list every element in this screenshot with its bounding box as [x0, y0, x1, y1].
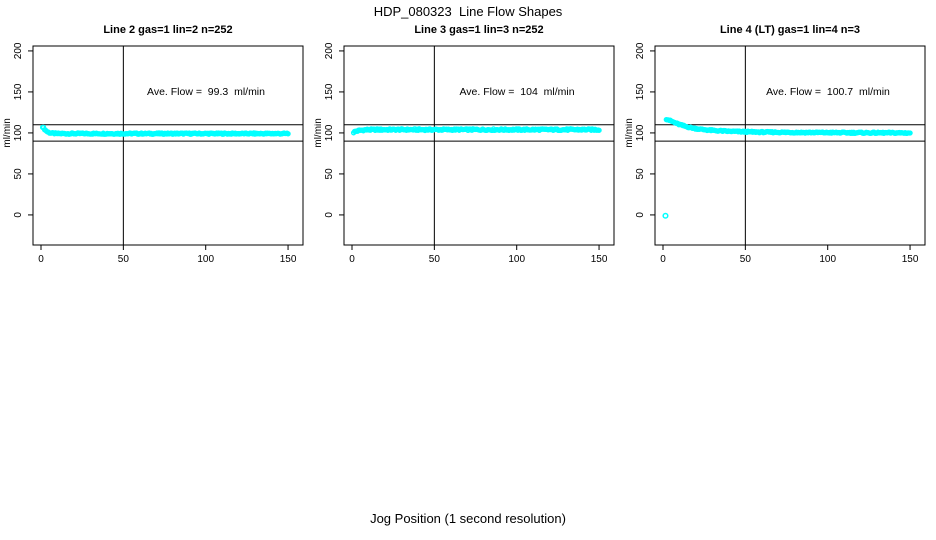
panel-line2-title: Line 2 gas=1 lin=2 n=252: [103, 24, 233, 36]
outlier-point: [662, 212, 669, 219]
plot-box: [654, 45, 926, 246]
x-tick-label: 150: [902, 254, 919, 265]
x-tick-label: 100: [197, 254, 214, 265]
plot-box: [343, 45, 615, 246]
y-tick-label: 200: [13, 42, 24, 59]
plot-box: [32, 45, 304, 246]
panel-line3-plot-svg: 0 50 100 150 0 50 100 150 200 ml/min: [314, 42, 615, 265]
panel-line2: Line 2 gas=1 lin=2 n=252 0 50 100 150 0 50 100…: [3, 24, 315, 274]
y-tick-label: 200: [635, 42, 646, 59]
x-tick-label: 50: [740, 254, 752, 265]
panel-line2-plot-svg: 0 50 100 150 0 50 100 150 200 ml/min: [3, 42, 304, 265]
y-tick-label: 100: [13, 124, 24, 141]
x-tick-label: 100: [819, 254, 836, 265]
panel-line4-title: Line 4 (LT) gas=1 lin=4 n=3: [719, 24, 861, 36]
x-tick-label: 0: [349, 254, 355, 265]
x-tick-label: 50: [118, 254, 130, 265]
x-tick-label: 100: [508, 254, 525, 265]
y-axis-title: ml/min: [314, 118, 324, 147]
y-axis-title: ml/min: [625, 118, 635, 147]
data-point: [596, 127, 602, 133]
panel-line4: Line 4 (LT) gas=1 lin=4 n=3 0 50 100 150 0 50…: [625, 24, 936, 274]
panel-line3-title: Line 3 gas=1 lin=3 n=252: [414, 24, 544, 36]
panel-line2-ave-flow-annotation: Ave. Flow = 99.3 ml/min: [147, 86, 265, 98]
panel-line3: Line 3 gas=1 lin=3 n=252 0 50 100 150 0 50 100…: [314, 24, 626, 274]
y-tick-label: 150: [324, 83, 335, 100]
x-tick-label: 0: [38, 254, 44, 265]
data-points-layer: [350, 126, 602, 136]
y-tick-label: 50: [324, 168, 335, 180]
y-tick-label: 0: [13, 212, 24, 218]
x-tick-label: 0: [660, 254, 666, 265]
y-tick-label: 0: [324, 212, 335, 218]
y-tick-label: 200: [324, 42, 335, 59]
panel-line3-ave-flow-annotation: Ave. Flow = 104 ml/min: [459, 86, 575, 98]
figure-title: HDP_080323 Line Flow Shapes: [373, 4, 563, 19]
y-tick-label: 50: [635, 168, 646, 180]
y-tick-label: 150: [635, 83, 646, 100]
y-tick-label: 100: [635, 124, 646, 141]
data-point: [907, 130, 913, 136]
x-tick-label: 150: [591, 254, 608, 265]
x-axis-label: Jog Position (1 second resolution): [370, 511, 566, 526]
data-points-layer: [663, 116, 913, 137]
y-tick-label: 50: [13, 168, 24, 180]
x-tick-label: 150: [280, 254, 297, 265]
panel-line4-ave-flow-annotation: Ave. Flow = 100.7 ml/min: [766, 86, 890, 98]
data-points-layer: [39, 124, 291, 137]
y-tick-label: 0: [635, 212, 646, 218]
y-tick-label: 100: [324, 124, 335, 141]
data-point: [285, 131, 291, 137]
x-tick-label: 50: [429, 254, 441, 265]
y-axis-title: ml/min: [3, 118, 13, 147]
panel-line4-plot-svg: 0 50 100 150 0 50 100 150 200 ml/min: [625, 42, 926, 265]
y-tick-label: 150: [13, 83, 24, 100]
